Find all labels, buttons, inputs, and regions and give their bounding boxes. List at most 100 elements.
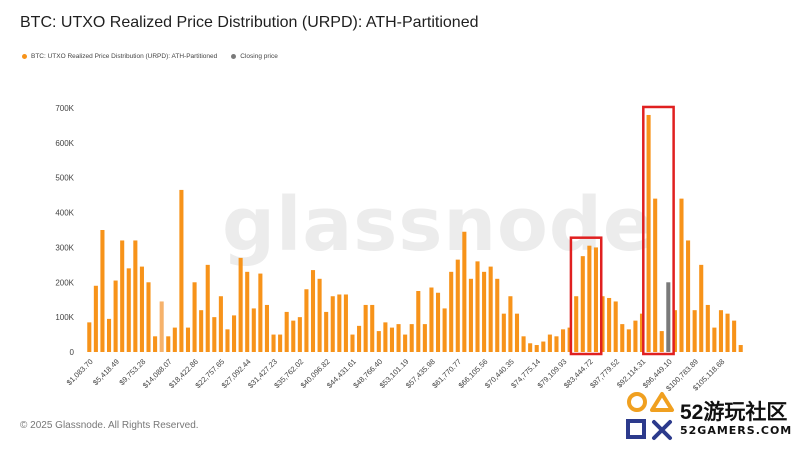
bar[interactable] <box>232 315 237 352</box>
bar[interactable] <box>561 329 566 352</box>
bar[interactable] <box>343 294 348 352</box>
bar[interactable] <box>482 271 487 352</box>
bar[interactable] <box>422 324 427 352</box>
bar[interactable] <box>389 327 395 352</box>
closing-price-bar[interactable] <box>666 282 671 352</box>
bar[interactable] <box>205 264 210 352</box>
bar[interactable] <box>106 318 112 352</box>
bar[interactable] <box>120 240 125 352</box>
bar[interactable] <box>159 301 164 352</box>
bar[interactable] <box>337 294 342 352</box>
bar[interactable] <box>185 327 191 352</box>
bar[interactable] <box>199 310 204 352</box>
bar[interactable] <box>488 266 493 352</box>
bar[interactable] <box>357 325 362 352</box>
bar[interactable] <box>258 273 263 352</box>
bar[interactable] <box>251 308 256 352</box>
bar[interactable] <box>607 297 612 352</box>
bar[interactable] <box>653 198 658 352</box>
bar[interactable] <box>462 231 467 352</box>
bar[interactable] <box>580 256 585 352</box>
bar[interactable] <box>126 268 131 352</box>
bar[interactable] <box>264 304 269 352</box>
bar[interactable] <box>179 189 184 352</box>
bar[interactable] <box>534 345 539 352</box>
bar[interactable] <box>646 114 651 352</box>
bar[interactable] <box>317 278 322 352</box>
bar[interactable] <box>429 287 434 352</box>
bar[interactable] <box>501 313 506 352</box>
bar[interactable] <box>514 313 520 352</box>
bar[interactable] <box>153 336 158 352</box>
bar[interactable] <box>495 278 500 352</box>
bar[interactable] <box>455 259 460 352</box>
bar[interactable] <box>692 310 697 352</box>
bar[interactable] <box>291 320 296 352</box>
bar[interactable] <box>363 304 368 352</box>
bar[interactable] <box>192 282 197 352</box>
bar[interactable] <box>113 280 118 352</box>
bar[interactable] <box>705 304 710 352</box>
bar[interactable] <box>87 322 92 352</box>
bar[interactable] <box>587 245 592 352</box>
bar[interactable] <box>435 292 441 352</box>
bar[interactable] <box>324 311 329 352</box>
bar[interactable] <box>574 296 579 352</box>
bar[interactable] <box>600 296 605 352</box>
bar[interactable] <box>521 336 526 352</box>
bar[interactable] <box>475 261 480 352</box>
bar[interactable] <box>409 324 414 352</box>
bar[interactable] <box>659 331 664 352</box>
bar[interactable] <box>547 334 552 352</box>
bar[interactable] <box>304 289 309 352</box>
bar[interactable] <box>686 240 691 352</box>
bar[interactable] <box>383 322 388 352</box>
bar[interactable] <box>528 343 533 352</box>
bar[interactable] <box>396 324 401 352</box>
bar[interactable] <box>238 257 243 352</box>
bar[interactable] <box>212 317 217 352</box>
bar[interactable] <box>416 291 421 352</box>
bar[interactable] <box>93 285 98 352</box>
bar[interactable] <box>468 278 473 352</box>
bar[interactable] <box>672 310 677 352</box>
bar[interactable] <box>593 247 598 352</box>
bar[interactable] <box>225 329 230 352</box>
bar[interactable] <box>712 327 717 352</box>
bar[interactable] <box>245 271 250 352</box>
bar[interactable] <box>620 324 625 352</box>
bar[interactable] <box>738 345 743 352</box>
bar[interactable] <box>508 296 513 352</box>
bar[interactable] <box>449 271 454 352</box>
bar[interactable] <box>370 304 375 352</box>
bar[interactable] <box>613 301 618 352</box>
bar[interactable] <box>442 308 447 352</box>
bar[interactable] <box>679 198 684 352</box>
bar[interactable] <box>699 264 704 352</box>
bar[interactable] <box>284 311 289 352</box>
bar[interactable] <box>330 296 335 352</box>
bar[interactable] <box>376 331 381 352</box>
bar[interactable] <box>166 336 171 352</box>
bar[interactable] <box>732 320 737 352</box>
bar[interactable] <box>133 240 138 352</box>
legend-item-closing-price[interactable]: Closing price <box>231 53 278 60</box>
bar[interactable] <box>310 270 316 352</box>
bar[interactable] <box>278 334 283 352</box>
bar[interactable] <box>403 334 408 352</box>
bar[interactable] <box>218 296 223 352</box>
bar[interactable] <box>639 313 645 352</box>
bar[interactable] <box>146 282 151 352</box>
bar[interactable] <box>554 336 559 352</box>
bar[interactable] <box>297 317 302 352</box>
bar[interactable] <box>633 320 638 352</box>
bar[interactable] <box>139 266 144 352</box>
bar[interactable] <box>626 329 631 352</box>
bar[interactable] <box>567 327 572 352</box>
legend-item-urpd[interactable]: BTC: UTXO Realized Price Distribution (U… <box>22 53 217 60</box>
bar[interactable] <box>541 341 546 352</box>
site-logo[interactable]: 52游玩社区 52GAMERS.COM <box>622 388 792 444</box>
bar[interactable] <box>718 310 724 352</box>
bar[interactable] <box>271 334 276 352</box>
bar[interactable] <box>100 230 105 352</box>
